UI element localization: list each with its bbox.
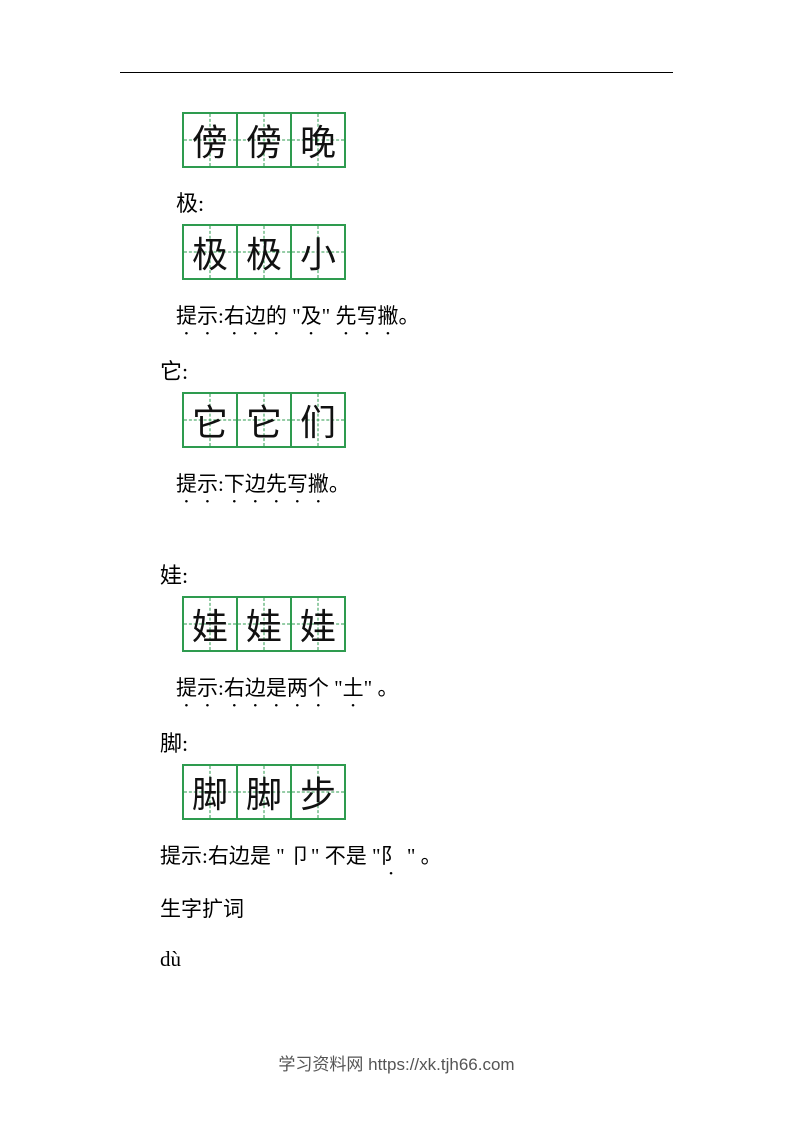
- char-glyph: 们: [292, 394, 344, 446]
- char-glyph: 步: [292, 766, 344, 818]
- char-glyph: 极: [238, 226, 290, 278]
- char-grid-row: 傍傍晚: [182, 112, 680, 168]
- char-grid-cell: 傍: [236, 112, 292, 168]
- char-glyph: 小: [292, 226, 344, 278]
- char-glyph: 晚: [292, 114, 344, 166]
- tail-line: 生字扩词: [160, 890, 680, 930]
- tail-line: dù: [160, 940, 680, 980]
- top-rule: [120, 72, 673, 73]
- char-grid-cell: 脚: [236, 764, 292, 820]
- text-run: 卩": [290, 844, 320, 868]
- char-glyph: 娃: [238, 598, 290, 650]
- char-grid-cell: 晚: [290, 112, 346, 168]
- text-run: 。: [421, 844, 442, 868]
- char-grid-cell: 极: [236, 224, 292, 280]
- text-run: "阝: [372, 844, 402, 868]
- section-label: 脚:: [160, 726, 680, 758]
- spacer: [160, 518, 680, 544]
- hint-text: 提示:右边是两个 "土" 。: [176, 670, 680, 712]
- section-label: 它:: [160, 354, 680, 386]
- char-grid-cell: 它: [182, 392, 238, 448]
- char-grid-row: 脚脚步: [182, 764, 680, 820]
- text-run: 提示:右边是两个: [176, 676, 329, 700]
- hint-text: 提示:下边先写撇。: [176, 466, 680, 508]
- text-run: 先写撇。: [336, 304, 420, 328]
- text-run: 提示:右边的: [176, 304, 287, 328]
- char-glyph: 傍: [184, 114, 236, 166]
- char-glyph: 极: [184, 226, 236, 278]
- page-root: 傍傍晚极:极极小提示:右边的 "及" 先写撇。它:它它们提示:下边先写撇。娃:娃…: [0, 0, 793, 1122]
- char-glyph: 娃: [292, 598, 344, 650]
- content-area: 傍傍晚极:极极小提示:右边的 "及" 先写撇。它:它它们提示:下边先写撇。娃:娃…: [160, 108, 680, 986]
- char-grid-cell: 娃: [290, 596, 346, 652]
- text-run: 不是: [325, 844, 367, 868]
- char-grid-row: 娃娃娃: [182, 596, 680, 652]
- char-grid-row: 极极小: [182, 224, 680, 280]
- char-glyph: 它: [184, 394, 236, 446]
- char-glyph: 娃: [184, 598, 236, 650]
- char-glyph: 脚: [238, 766, 290, 818]
- char-grid-cell: 步: [290, 764, 346, 820]
- text-run: "土": [334, 676, 372, 700]
- char-grid-row: 它它们: [182, 392, 680, 448]
- char-grid-cell: 们: [290, 392, 346, 448]
- text-run: 提示:下边先写撇。: [176, 472, 350, 496]
- char-glyph: 傍: [238, 114, 290, 166]
- footer-text: 学习资料网 https://xk.tjh66.com: [0, 1050, 793, 1075]
- text-run: "及": [292, 304, 330, 328]
- char-grid-cell: 小: [290, 224, 346, 280]
- text-run: ": [276, 844, 285, 868]
- section-label: 娃:: [160, 558, 680, 590]
- char-grid-cell: 脚: [182, 764, 238, 820]
- char-grid-cell: 极: [182, 224, 238, 280]
- char-glyph: 它: [238, 394, 290, 446]
- text-run: 。: [378, 676, 399, 700]
- char-grid-cell: 娃: [182, 596, 238, 652]
- char-glyph: 脚: [184, 766, 236, 818]
- text-run: 提示:右边是: [160, 844, 271, 868]
- char-grid-cell: 它: [236, 392, 292, 448]
- section-label: 极:: [176, 186, 680, 218]
- char-grid-cell: 傍: [182, 112, 238, 168]
- hint-text: 提示:右边是 " 卩" 不是 "阝 " 。: [160, 838, 680, 880]
- hint-text: 提示:右边的 "及" 先写撇。: [176, 298, 680, 340]
- char-grid-cell: 娃: [236, 596, 292, 652]
